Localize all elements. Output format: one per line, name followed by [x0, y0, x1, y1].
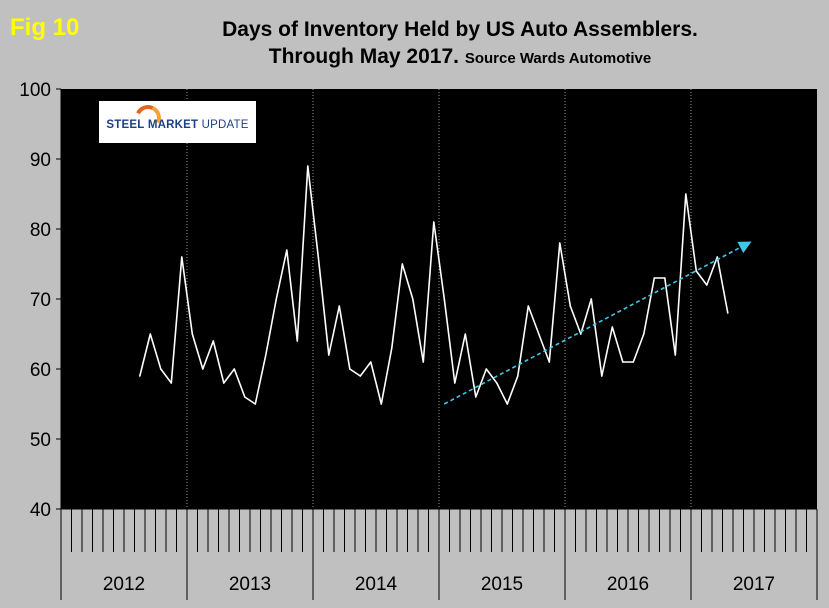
data-point — [338, 305, 341, 307]
trend-arrow — [443, 241, 752, 405]
data-point — [254, 403, 257, 405]
data-point — [180, 256, 183, 258]
data-point — [390, 347, 393, 349]
figure-label: Fig 10 — [10, 14, 80, 41]
data-point — [411, 298, 414, 300]
data-point — [170, 382, 173, 384]
data-point — [516, 375, 519, 377]
y-tick-label: 80 — [30, 220, 51, 241]
logo-word-update: UPDATE — [201, 119, 249, 131]
logo-text: STEEL MARKET UPDATE — [106, 119, 248, 131]
data-point — [191, 333, 194, 335]
y-tick-label: 70 — [30, 290, 51, 311]
data-point — [695, 270, 698, 272]
x-year-label: 2014 — [355, 574, 398, 595]
data-point — [705, 284, 708, 286]
data-point — [243, 396, 246, 398]
data-point — [716, 256, 719, 258]
data-point — [474, 396, 477, 398]
data-point — [663, 277, 666, 279]
chart-title-source: Source Wards Automotive — [464, 50, 652, 67]
data-point — [548, 361, 551, 363]
data-point — [600, 375, 603, 377]
data-point — [327, 354, 330, 356]
data-point — [579, 333, 582, 335]
data-point — [443, 298, 446, 300]
data-point — [569, 305, 572, 307]
chart-title-date: Through May 2017. — [268, 45, 459, 68]
data-point — [611, 326, 614, 328]
y-tick-label: 60 — [30, 360, 51, 381]
x-year-label: 2017 — [733, 574, 775, 595]
y-tick-label: 50 — [30, 430, 51, 451]
data-point — [296, 340, 299, 342]
y-tick-label: 90 — [30, 150, 51, 171]
data-point — [348, 368, 351, 370]
data-point — [222, 382, 225, 384]
data-point — [212, 340, 215, 342]
data-point — [558, 242, 561, 244]
data-point — [464, 333, 467, 335]
data-point — [285, 249, 288, 251]
data-point — [506, 403, 509, 405]
x-year-label: 2013 — [229, 574, 271, 595]
data-point — [632, 361, 635, 363]
data-point — [359, 375, 362, 377]
data-point — [453, 382, 456, 384]
data-point — [485, 368, 488, 370]
chart-title-line1: Days of Inventory Held by US Auto Assemb… — [222, 18, 698, 41]
data-point — [726, 312, 729, 314]
data-point — [590, 298, 593, 300]
data-point — [380, 403, 383, 405]
data-point — [149, 333, 152, 335]
data-point — [684, 193, 687, 195]
chart-title-line2: Through May 2017. Source Wards Automotiv… — [180, 45, 740, 69]
data-point — [317, 256, 320, 258]
steel-market-update-logo: STEEL MARKET UPDATE — [99, 101, 256, 143]
data-point — [233, 368, 236, 370]
y-tick-label: 100 — [19, 80, 51, 101]
data-point — [495, 382, 498, 384]
data-point — [537, 333, 540, 335]
data-point — [306, 165, 309, 167]
data-point — [621, 361, 624, 363]
x-year-label: 2015 — [481, 574, 523, 595]
data-point — [432, 221, 435, 223]
y-tick-label: 40 — [30, 500, 51, 521]
logo-word-steel: STEEL — [106, 119, 145, 131]
data-point — [264, 354, 267, 356]
data-point — [642, 333, 645, 335]
data-point — [653, 277, 656, 279]
data-point — [401, 263, 404, 265]
data-point — [159, 368, 162, 370]
data-point — [275, 298, 278, 300]
x-year-label: 2016 — [607, 574, 649, 595]
logo-word-market: MARKET — [147, 119, 199, 131]
data-point — [422, 361, 425, 363]
data-point — [369, 361, 372, 363]
data-point — [138, 375, 141, 377]
x-year-label: 2012 — [103, 574, 145, 595]
data-point — [201, 368, 204, 370]
data-point — [527, 305, 530, 307]
data-point — [674, 354, 677, 356]
